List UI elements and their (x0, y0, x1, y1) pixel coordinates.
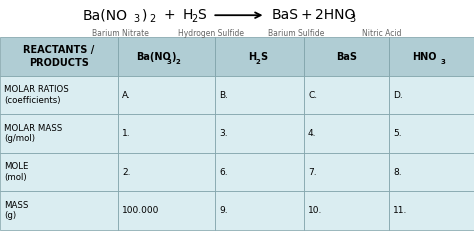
Text: C.: C. (308, 91, 317, 100)
Bar (215, 114, 304, 153)
Text: 8.: 8. (393, 168, 401, 177)
Text: REACTANTS /
PRODUCTS: REACTANTS / PRODUCTS (24, 45, 95, 68)
Text: 6.: 6. (219, 168, 228, 177)
Text: 9.: 9. (219, 206, 228, 215)
Bar (389, 191, 474, 230)
Text: 5.: 5. (393, 129, 401, 138)
Text: 2.: 2. (122, 168, 130, 177)
Bar (304, 153, 389, 191)
Bar (118, 191, 215, 230)
Bar (215, 37, 304, 76)
Text: ): ) (172, 52, 176, 62)
Text: 3: 3 (133, 15, 139, 24)
Text: Ba(NO: Ba(NO (136, 52, 171, 62)
Text: 2: 2 (255, 59, 260, 65)
Text: MOLAR RATIOS
(coefficients): MOLAR RATIOS (coefficients) (4, 85, 69, 105)
Text: S: S (261, 52, 268, 62)
Text: +: + (164, 8, 175, 22)
Text: A.: A. (122, 91, 131, 100)
Bar (0, 191, 118, 230)
Text: 7.: 7. (308, 168, 317, 177)
Bar (215, 191, 304, 230)
Text: 2: 2 (191, 15, 197, 24)
Text: 4.: 4. (308, 129, 317, 138)
Text: 2: 2 (176, 59, 181, 65)
Text: 10.: 10. (308, 206, 322, 215)
Text: B.: B. (219, 91, 228, 100)
Bar (0, 76, 118, 114)
Bar (0, 37, 118, 76)
Text: D.: D. (393, 91, 402, 100)
Text: Nitric Acid: Nitric Acid (362, 29, 401, 38)
Text: Barium Sulfide: Barium Sulfide (268, 29, 324, 38)
Text: S: S (197, 8, 205, 22)
Text: H: H (248, 52, 256, 62)
Text: MOLAR MASS
(g/mol): MOLAR MASS (g/mol) (4, 124, 62, 143)
Bar (389, 37, 474, 76)
Bar (0, 114, 118, 153)
Text: Barium Nitrate: Barium Nitrate (92, 29, 149, 38)
Text: HNO: HNO (412, 52, 437, 62)
Bar (118, 37, 215, 76)
Bar (304, 37, 389, 76)
Text: +: + (301, 8, 313, 22)
Bar (0, 153, 118, 191)
Text: BaS: BaS (336, 52, 357, 62)
Text: 11.: 11. (393, 206, 407, 215)
Text: Hydrogen Sulfide: Hydrogen Sulfide (178, 29, 244, 38)
Bar (389, 114, 474, 153)
Text: MASS
(g): MASS (g) (4, 201, 28, 220)
Text: BaS: BaS (272, 8, 299, 22)
Bar (118, 76, 215, 114)
Text: 1.: 1. (122, 129, 131, 138)
Bar (304, 191, 389, 230)
Bar (304, 114, 389, 153)
Bar (389, 153, 474, 191)
Text: Ba(NO: Ba(NO (83, 8, 128, 22)
Text: ): ) (142, 8, 147, 22)
Bar (118, 153, 215, 191)
Bar (304, 76, 389, 114)
Text: 2HNO: 2HNO (315, 8, 356, 22)
Text: 3: 3 (166, 59, 171, 65)
Text: 100.000: 100.000 (122, 206, 159, 215)
Bar (215, 153, 304, 191)
Bar (389, 76, 474, 114)
Text: 3.: 3. (219, 129, 228, 138)
Text: H: H (182, 8, 193, 22)
Text: 3: 3 (349, 15, 356, 24)
Text: 3: 3 (440, 59, 445, 65)
Bar (118, 114, 215, 153)
Text: 2: 2 (149, 15, 155, 24)
Text: MOLE
(mol): MOLE (mol) (4, 162, 28, 182)
Bar (215, 76, 304, 114)
